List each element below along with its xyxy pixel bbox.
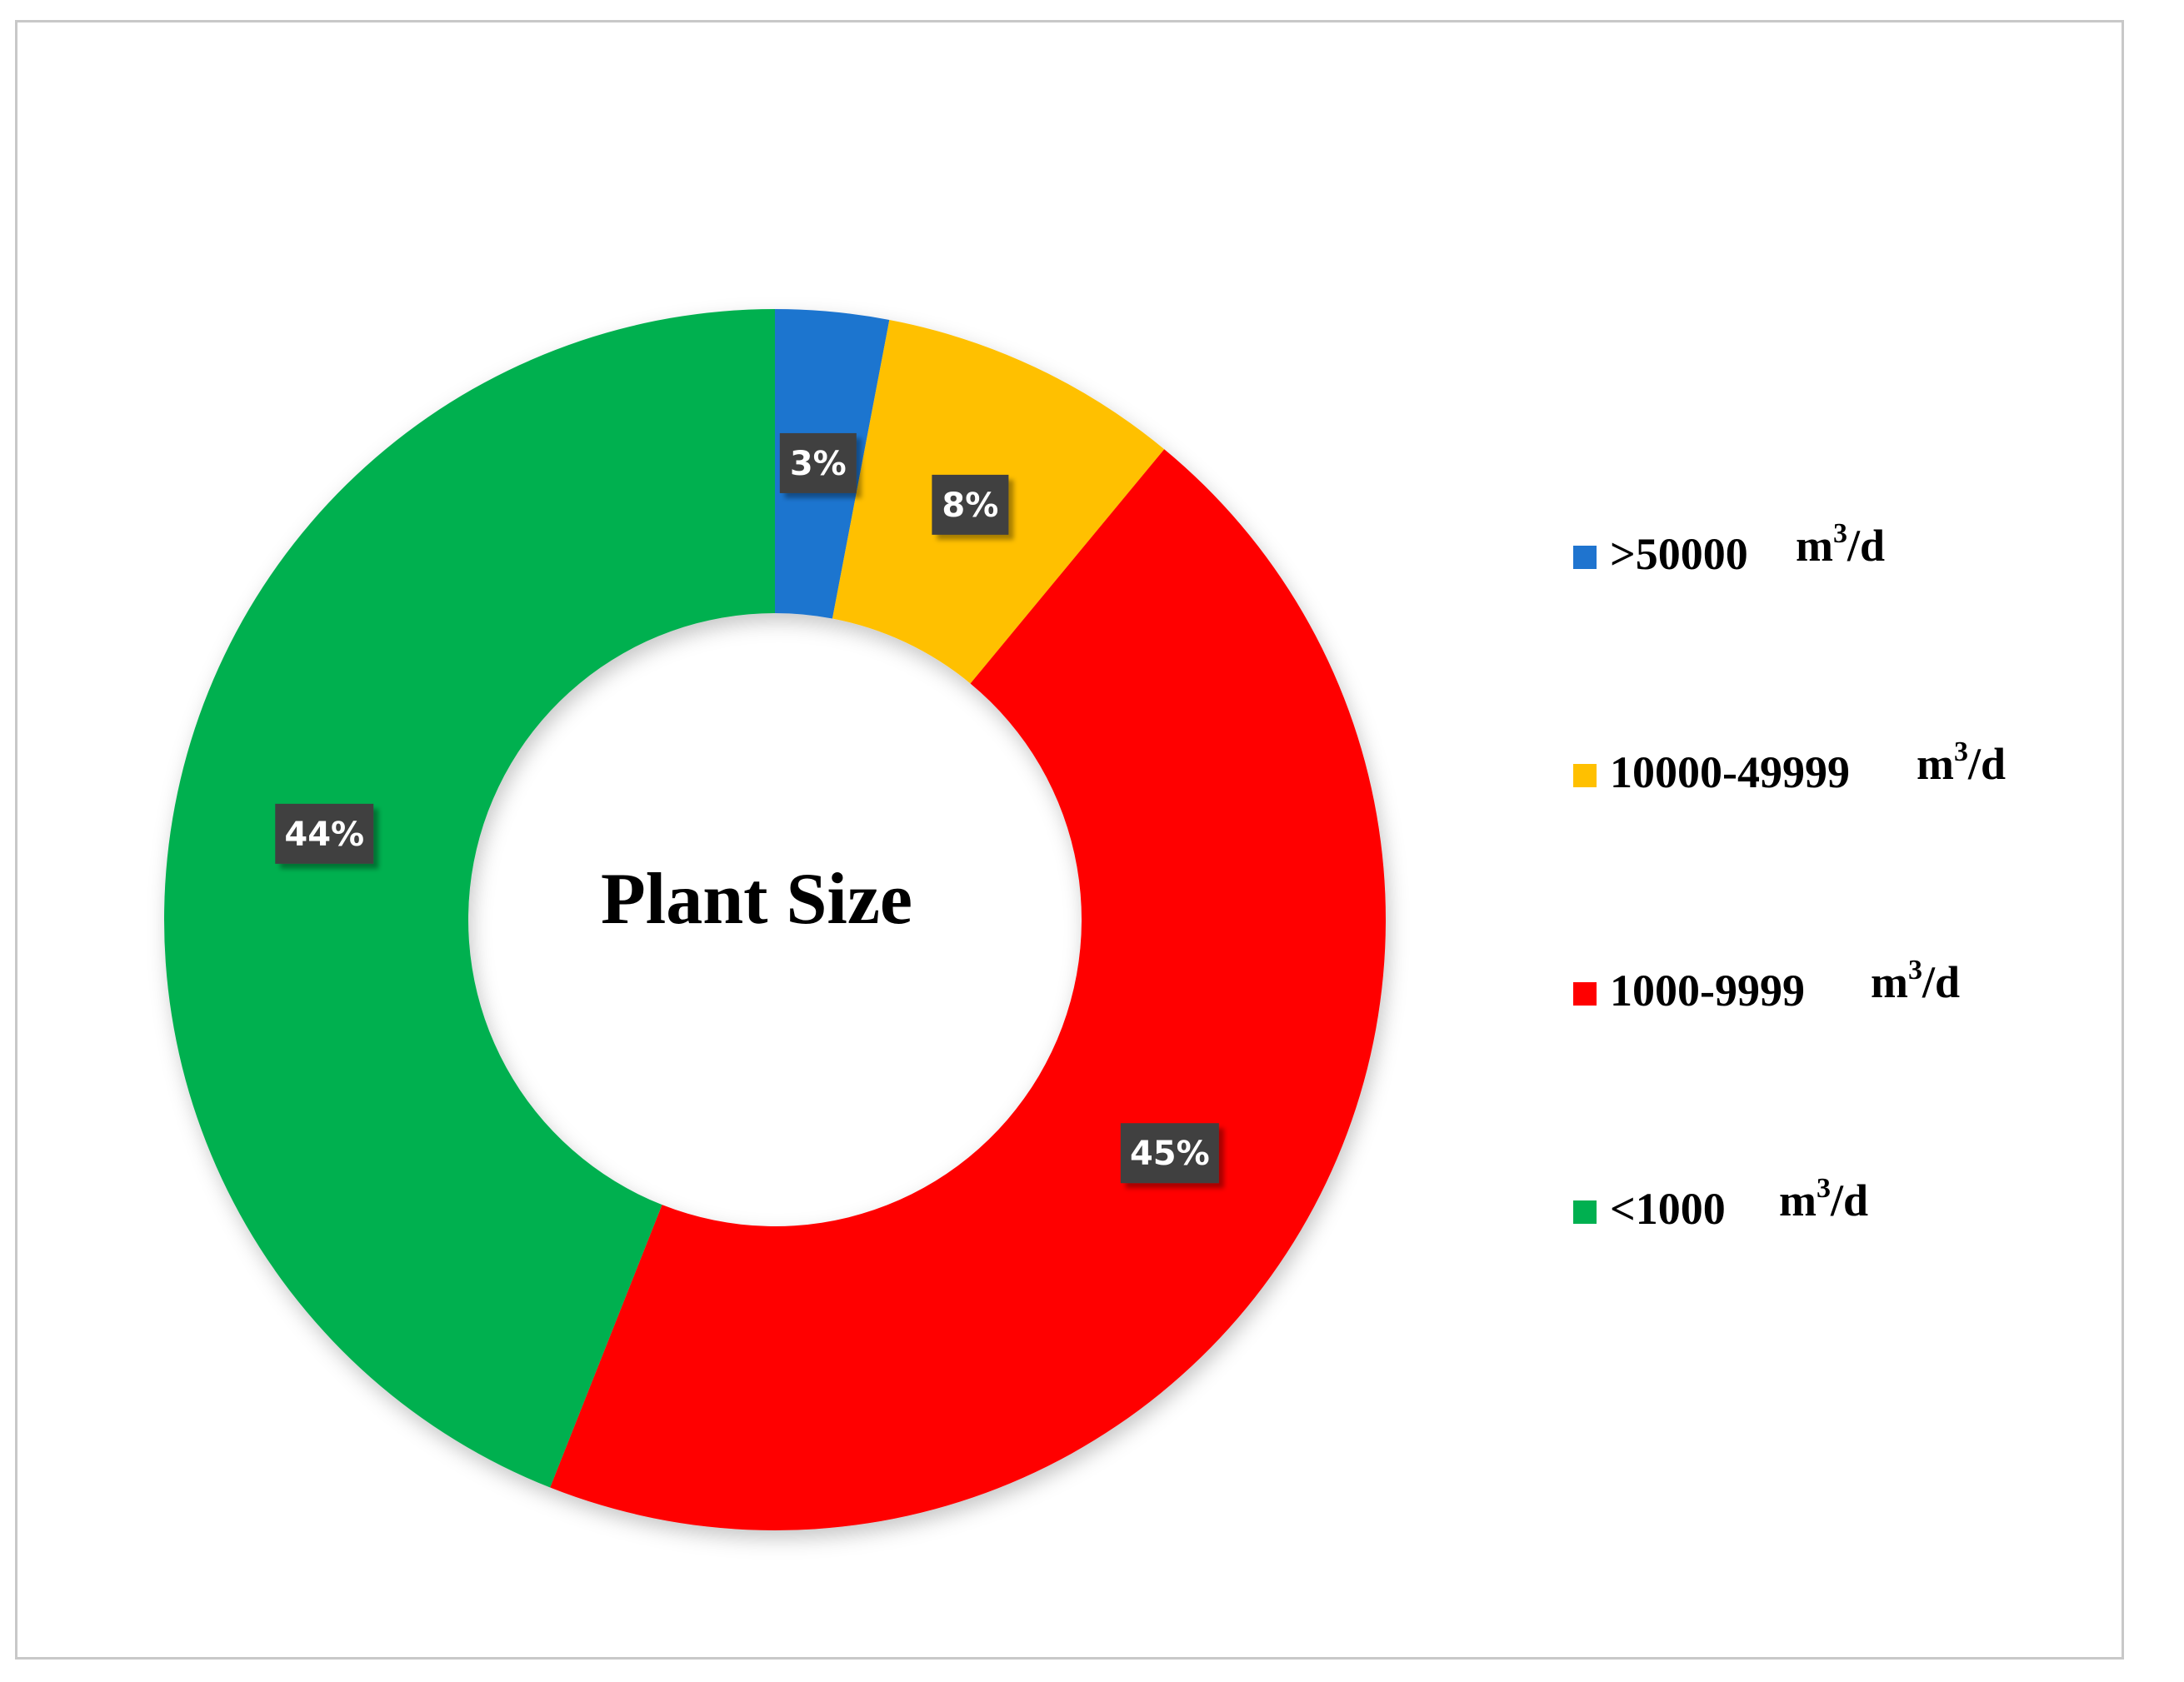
- legend-item-2: 1000-9999 m3/d: [1573, 955, 1960, 1016]
- legend-swatch-1: [1573, 764, 1597, 787]
- legend-swatch-3: [1573, 1200, 1597, 1224]
- legend-unit-1: m3/d: [1917, 736, 2006, 789]
- legend-label-2: 1000-9999: [1610, 966, 1805, 1016]
- data-label-0: 3%: [779, 432, 857, 493]
- data-labels: 3% 8% 45% 44%: [275, 432, 1219, 1184]
- data-label-text-0: 3%: [790, 445, 847, 483]
- data-label-box-2: [1120, 1123, 1219, 1184]
- chart-title: Plant Size: [601, 859, 912, 940]
- data-label-3: 44%: [275, 803, 374, 864]
- data-label-box-1: [932, 474, 1009, 535]
- legend-unit-0: m3/d: [1796, 518, 1885, 571]
- data-label-text-2: 45%: [1130, 1135, 1210, 1173]
- legend-label-3: <1000: [1610, 1184, 1726, 1234]
- legend-swatch-0: [1573, 546, 1597, 569]
- legend-label-1: 10000-49999: [1610, 747, 1850, 797]
- slice-2: [550, 449, 1387, 1530]
- data-label-2: 45%: [1120, 1123, 1219, 1184]
- legend-unit-2: m3/d: [1871, 955, 1960, 1007]
- legend-label-0: >50000: [1610, 529, 1748, 579]
- legend-item-3: <1000 m3/d: [1573, 1173, 1868, 1234]
- legend-item-1: 10000-49999 m3/d: [1573, 736, 2006, 797]
- legend-unit-3: m3/d: [1779, 1173, 1868, 1225]
- slice-3: [163, 308, 775, 1488]
- legend-swatch-2: [1573, 982, 1597, 1006]
- data-label-box-3: [275, 803, 374, 864]
- legend-item-0: >50000 m3/d: [1573, 518, 1885, 579]
- donut-slices: [163, 308, 1387, 1530]
- data-label-1: 8%: [932, 474, 1009, 535]
- data-label-box-0: [779, 432, 857, 493]
- data-label-text-3: 44%: [284, 816, 364, 854]
- data-label-text-1: 8%: [942, 487, 998, 525]
